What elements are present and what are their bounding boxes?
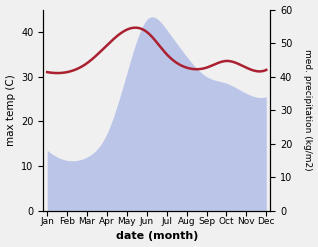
X-axis label: date (month): date (month) [115, 231, 198, 242]
Y-axis label: med. precipitation (kg/m2): med. precipitation (kg/m2) [303, 49, 313, 171]
Y-axis label: max temp (C): max temp (C) [5, 74, 16, 146]
